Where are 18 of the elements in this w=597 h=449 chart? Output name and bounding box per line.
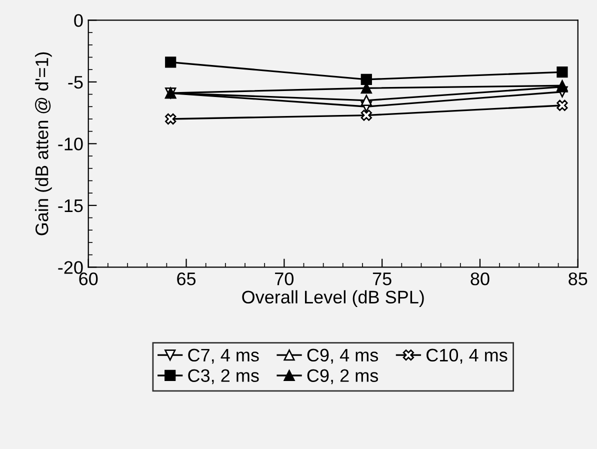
y-tick-label: -5	[68, 76, 83, 89]
legend-label: C9, 4 ms	[307, 348, 378, 364]
x-tick-label: 70	[275, 272, 294, 286]
y-axis-title: Gain (dB atten @ d'=1)	[35, 52, 52, 236]
x-tick-label: 65	[177, 272, 196, 286]
legend-label: C9, 2 ms	[307, 369, 378, 384]
x-tick-label: 60	[79, 272, 98, 286]
x-axis-title: Overall Level (dB SPL)	[242, 290, 424, 308]
legend-label: C7, 4 ms	[188, 348, 259, 364]
legend-label: C10, 4 ms	[426, 348, 508, 364]
y-tick-label: 0	[74, 14, 83, 27]
legend-label: C3, 2 ms	[188, 369, 259, 384]
x-tick-label: 75	[372, 272, 392, 286]
x-tick-label: 85	[568, 272, 588, 286]
y-tick-label: -15	[58, 200, 83, 212]
y-tick-label: -20	[58, 261, 83, 274]
x-tick-label: 80	[470, 272, 490, 286]
y-tick-label: -10	[58, 138, 83, 150]
